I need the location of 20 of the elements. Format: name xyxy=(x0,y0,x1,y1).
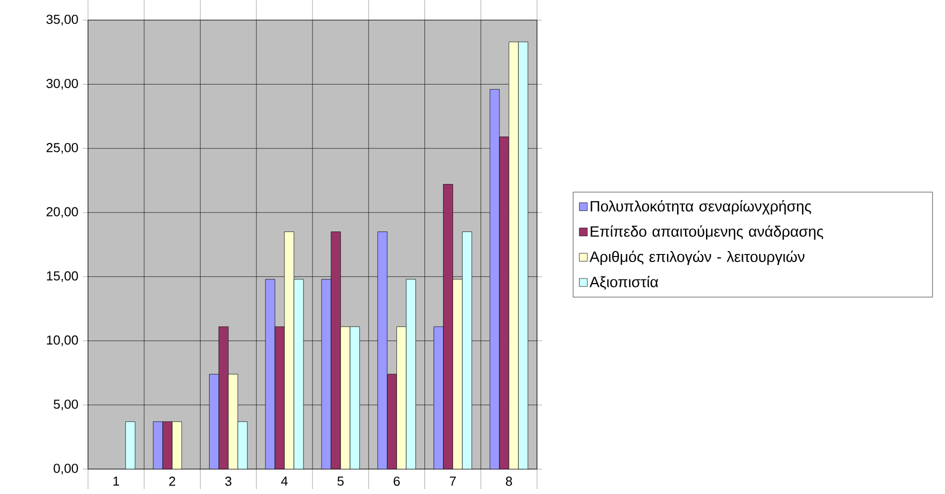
x-tick-label: 6 xyxy=(394,476,400,486)
x-tick-label: 4 xyxy=(281,476,288,486)
y-tick-label: 25,00 xyxy=(46,142,78,154)
x-tick-label: 7 xyxy=(450,476,456,486)
y-tick-label: 15,00 xyxy=(46,271,78,282)
x-tick-label: 2 xyxy=(169,476,176,486)
x-tick-label: 1 xyxy=(113,476,120,486)
legend-label: Επίπεδο απαιτούμενης ανάδρασης xyxy=(590,225,824,240)
y-tick-label: 10,00 xyxy=(46,335,78,346)
y-tick-label: 5,00 xyxy=(54,400,78,410)
y-tick-label: 20,00 xyxy=(46,207,78,218)
x-tick-label: 5 xyxy=(337,476,344,486)
legend-label: Αξιοπιστία xyxy=(590,276,658,290)
y-tick-label: 30,00 xyxy=(46,78,78,90)
legend-label: Πολυπλοκότητα σεναρίωνχρήσης xyxy=(590,200,812,214)
y-tick-label: 0,00 xyxy=(54,464,78,474)
legend-label: Αριθμός επιλογών - λειτουργιών xyxy=(590,250,804,265)
x-tick-label: 3 xyxy=(225,476,232,486)
y-tick-label: 35,00 xyxy=(46,14,78,26)
x-tick-label: 8 xyxy=(506,476,512,486)
